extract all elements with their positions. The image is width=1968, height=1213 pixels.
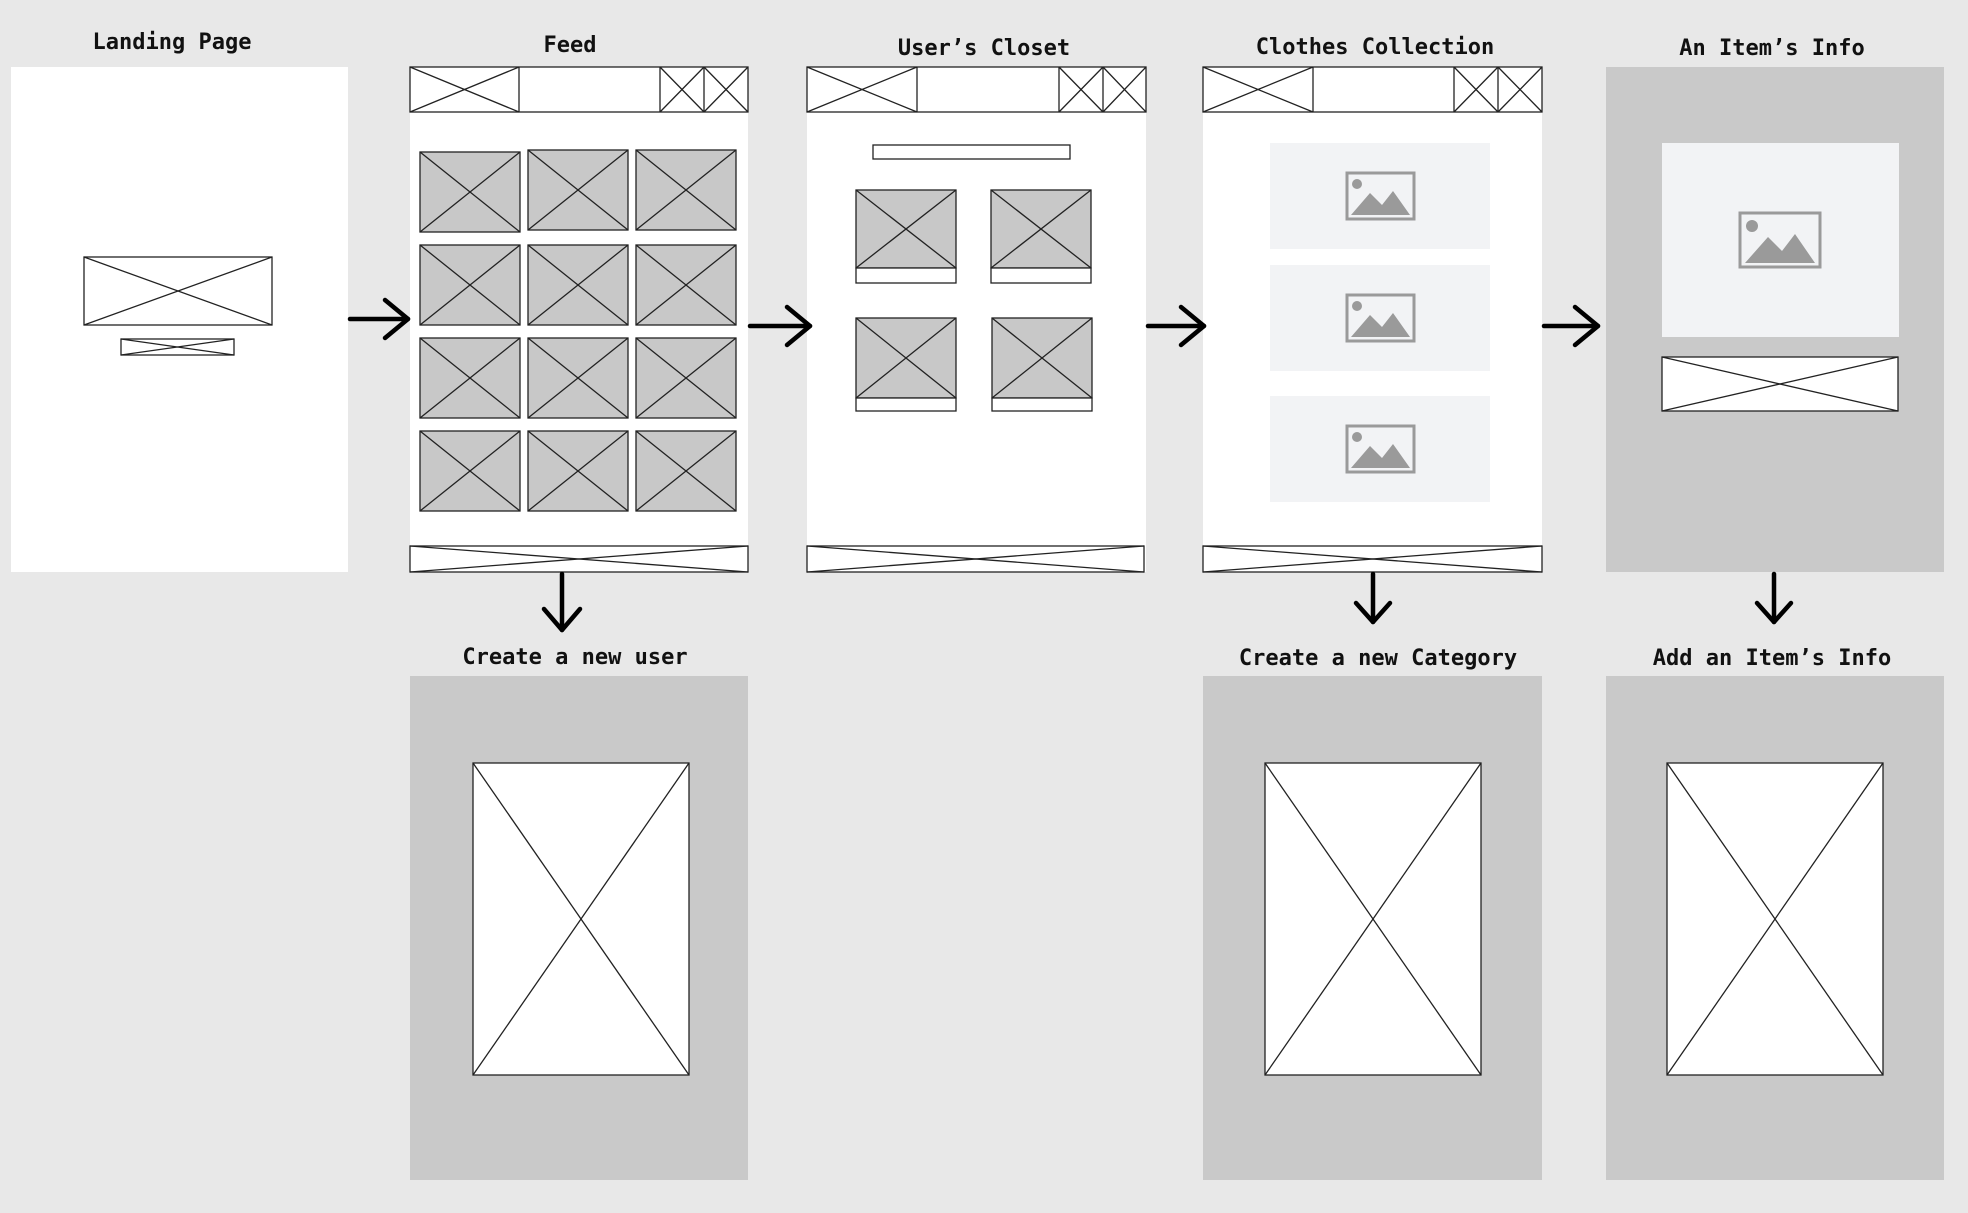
crossed-box-icon [1497,66,1543,113]
add-item-info-title: Add an Item’s Info [1653,646,1891,671]
crossed-box-icon [419,244,521,326]
collection-category-tile [1270,143,1490,249]
closet-screen [806,66,1147,573]
image-icon [1345,171,1416,221]
item-photo [1662,143,1899,337]
arrow-right-icon [347,297,411,341]
arrow-right-icon [747,304,813,348]
item-info-title: An Item’s Info [1679,36,1864,61]
crossed-box-icon [472,762,690,1076]
collection-screen [1202,66,1543,573]
closet-item [990,189,1092,284]
closet-item [991,317,1093,412]
collection-category-tile [1270,265,1490,371]
create-category-screen [1203,676,1542,1180]
crossed-box-icon [83,256,273,326]
closet-bottom-bar [806,545,1145,573]
feed-screen [409,66,749,573]
feed-top-bar [409,66,749,113]
crossed-box-icon [1661,356,1899,412]
collection-category-tile [1270,396,1490,502]
crossed-box-icon [1058,66,1104,113]
add-item-info-screen [1606,676,1944,1180]
crossed-box-icon [1102,66,1147,113]
crossed-box-icon [419,151,521,233]
arrow-right-icon [1145,304,1207,348]
crossed-box-icon [1453,66,1499,113]
crossed-box-icon [527,149,629,231]
crossed-box-icon [1264,762,1482,1076]
image-icon [1738,211,1822,269]
landing-title: Landing Page [93,30,252,55]
crossed-box-icon [527,430,629,512]
create-user-screen [410,676,748,1180]
crossed-box-icon [419,430,521,512]
create-category-title: Create a new Category [1239,646,1517,671]
arrow-down-icon [1353,571,1393,625]
crossed-box-icon [409,66,520,113]
crossed-box-icon [120,338,235,356]
landing-screen [11,67,348,572]
crossed-box-icon [659,66,705,113]
crossed-box-icon [1202,66,1314,113]
feed-bottom-bar [409,545,749,573]
image-icon [1345,424,1416,474]
collection-bottom-bar [1202,545,1543,573]
crossed-box-icon [806,66,918,113]
arrow-down-icon [541,571,583,633]
crossed-box-icon [635,149,737,231]
closet-top-bar [806,66,1147,113]
create-user-title: Create a new user [462,645,687,670]
image-icon [1345,293,1416,343]
crossed-box-icon [419,337,521,419]
closet-title: User’s Closet [898,36,1070,61]
feed-grid [419,149,737,512]
crossed-box-icon [527,244,629,326]
closet-name-bar [872,144,1071,160]
closet-item [855,317,957,412]
crossed-box-icon [635,337,737,419]
arrow-down-icon [1754,571,1794,625]
crossed-box-icon [635,430,737,512]
closet-item [855,189,957,284]
feed-title: Feed [544,33,597,58]
crossed-box-icon [703,66,749,113]
crossed-box-icon [527,337,629,419]
item-info-screen [1606,67,1944,572]
crossed-box-icon [1666,762,1884,1076]
collection-title: Clothes Collection [1256,35,1494,60]
arrow-right-icon [1541,304,1601,348]
crossed-box-icon [635,244,737,326]
